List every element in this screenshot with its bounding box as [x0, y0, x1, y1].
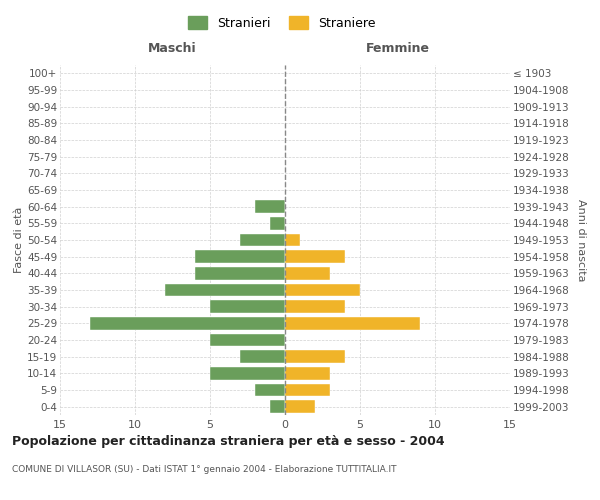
Bar	[270, 217, 285, 230]
Bar	[285, 350, 345, 363]
Bar	[165, 284, 285, 296]
Bar	[285, 367, 330, 380]
Bar	[285, 400, 315, 413]
Bar	[90, 317, 285, 330]
Bar	[195, 250, 285, 263]
Bar	[285, 384, 330, 396]
Bar	[240, 350, 285, 363]
Bar	[285, 284, 360, 296]
Bar	[285, 250, 345, 263]
Text: COMUNE DI VILLASOR (SU) - Dati ISTAT 1° gennaio 2004 - Elaborazione TUTTITALIA.I: COMUNE DI VILLASOR (SU) - Dati ISTAT 1° …	[12, 465, 397, 474]
Bar	[285, 300, 345, 313]
Text: Femmine: Femmine	[365, 42, 430, 55]
Legend: Stranieri, Straniere: Stranieri, Straniere	[184, 11, 380, 35]
Text: Popolazione per cittadinanza straniera per età e sesso - 2004: Popolazione per cittadinanza straniera p…	[12, 435, 445, 448]
Y-axis label: Fasce di età: Fasce di età	[14, 207, 24, 273]
Text: Maschi: Maschi	[148, 42, 197, 55]
Bar	[255, 200, 285, 213]
Y-axis label: Anni di nascita: Anni di nascita	[576, 198, 586, 281]
Bar	[285, 317, 420, 330]
Bar	[210, 334, 285, 346]
Bar	[195, 267, 285, 280]
Bar	[270, 400, 285, 413]
Bar	[255, 384, 285, 396]
Bar	[210, 300, 285, 313]
Bar	[285, 267, 330, 280]
Bar	[210, 367, 285, 380]
Bar	[240, 234, 285, 246]
Bar	[285, 234, 300, 246]
